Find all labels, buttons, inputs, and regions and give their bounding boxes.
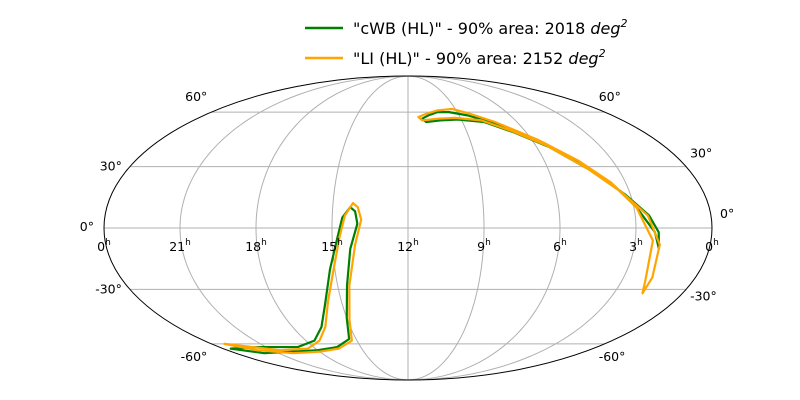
- dec-tick-label-right: 60°: [599, 89, 621, 104]
- contour-series-1-region-0: [417, 107, 661, 295]
- tick-labels: 0h 21h 18h 15h 12h 9h 6h 3h 0h 60° 30° 0° -30° -60° 60…: [80, 89, 734, 364]
- ra-tick-label: 21h: [169, 238, 191, 254]
- dec-tick-label-right: -30°: [690, 288, 717, 303]
- contour-series-1-region-1: [223, 201, 363, 355]
- contour-regions: [223, 107, 661, 355]
- dec-tick-label-right: 30°: [690, 146, 712, 161]
- ra-tick-label: 3h: [629, 238, 643, 254]
- ra-tick-label: 0h: [705, 238, 719, 254]
- ra-tick-label: 6h: [553, 238, 567, 254]
- legend-label-1: "LI (HL)" - 90% area: 2152 deg2: [353, 47, 606, 68]
- ra-tick-label: 9h: [477, 238, 491, 254]
- dec-tick-label-left: -30°: [95, 281, 122, 296]
- contour-series-0-region-1: [229, 206, 359, 355]
- ra-tick-label: 12h: [397, 238, 419, 254]
- dec-tick-label-left: 60°: [185, 89, 207, 104]
- dec-tick-label-left: 30°: [100, 159, 122, 174]
- dec-tick-label-left: -60°: [181, 349, 208, 364]
- ra-tick-label: 15h: [321, 238, 343, 254]
- graticule: [104, 75, 712, 381]
- dec-tick-label-right: -60°: [599, 349, 626, 364]
- dec-tick-label-right: 0°: [720, 206, 734, 221]
- dec-tick-label-left: 0°: [80, 219, 94, 234]
- sky-boundary: [103, 75, 713, 381]
- ra-tick-label: 0h: [97, 238, 111, 254]
- legend-label-0: "cWB (HL)" - 90% area: 2018 deg2: [353, 17, 628, 38]
- ra-tick-label: 18h: [245, 238, 267, 254]
- legend: "cWB (HL)" - 90% area: 2018 deg2 "LI (HL)…: [305, 17, 628, 68]
